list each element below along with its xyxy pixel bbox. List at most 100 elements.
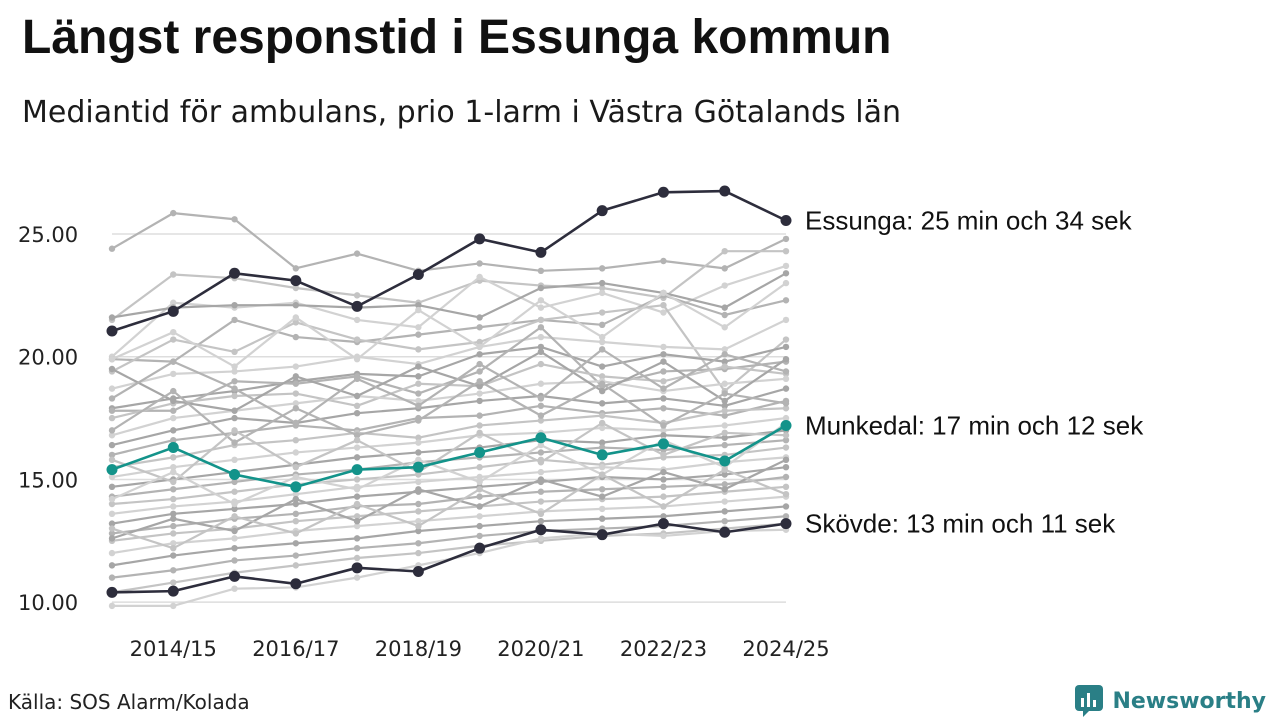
data-point [598, 265, 606, 272]
data-point [353, 316, 361, 324]
data-point [170, 209, 177, 217]
data-point [660, 289, 667, 297]
data-point [108, 451, 116, 459]
series-line [112, 326, 787, 412]
data-point [537, 517, 545, 525]
data-point [537, 510, 545, 518]
data-point [353, 392, 361, 400]
data-point [415, 449, 422, 456]
data-point [598, 444, 606, 451]
data-point [353, 454, 361, 461]
data-point [231, 527, 238, 535]
data-point [780, 518, 792, 530]
x-axis: 2014/15 2016/17 2018/19 2020/21 2022/23 2024/… [130, 637, 830, 661]
data-point [537, 535, 545, 542]
data-point [167, 305, 179, 317]
data-point [353, 402, 361, 410]
data-point [721, 346, 728, 353]
data-point [782, 456, 790, 464]
data-point [415, 417, 422, 424]
data-point [476, 493, 483, 500]
data-point [292, 314, 300, 321]
data-point [415, 522, 422, 530]
brand-name: Newsworthy [1112, 688, 1266, 714]
data-point [598, 505, 606, 513]
data-point [292, 363, 300, 370]
data-point [782, 490, 790, 498]
data-point [537, 498, 545, 505]
data-point [660, 395, 667, 402]
data-point [353, 476, 361, 483]
data-point [290, 481, 302, 493]
series-line [111, 282, 787, 368]
data-point [292, 301, 300, 309]
data-point [782, 483, 790, 491]
data-point [598, 419, 606, 427]
brand-logo: Newsworthy [1074, 684, 1266, 718]
series-line [111, 475, 787, 535]
data-point [415, 549, 422, 557]
data-point [660, 405, 667, 412]
data-point [782, 316, 790, 324]
data-point [476, 486, 483, 493]
data-point [229, 469, 241, 481]
data-point [660, 343, 667, 351]
series-line [111, 250, 786, 321]
data-point [290, 578, 302, 590]
data-point [170, 271, 177, 278]
background-series-line [108, 378, 790, 446]
data-point [476, 503, 483, 510]
data-point [106, 325, 118, 337]
data-point [415, 306, 422, 314]
x-tick-label: 2014/15 [130, 637, 217, 661]
data-point [598, 373, 606, 380]
data-point [108, 525, 116, 532]
data-point [721, 422, 728, 429]
data-point [231, 557, 238, 564]
background-series-line [108, 466, 790, 552]
data-point [108, 562, 116, 569]
data-point [598, 380, 606, 387]
data-point [721, 402, 728, 410]
data-point [476, 478, 483, 486]
data-point [170, 510, 177, 518]
data-point [780, 419, 792, 431]
data-point [170, 427, 177, 434]
series-line [111, 522, 787, 594]
data-point [721, 304, 728, 311]
data-point [231, 585, 238, 592]
data-point [170, 544, 177, 552]
data-point [782, 270, 790, 277]
data-point [474, 446, 486, 458]
data-point [292, 510, 300, 518]
series-essunga [106, 185, 792, 337]
data-point [660, 476, 667, 483]
data-point [108, 355, 116, 363]
data-point [476, 522, 483, 530]
data-point [231, 513, 238, 520]
data-point [231, 505, 238, 513]
data-point [537, 449, 545, 456]
data-point [596, 205, 608, 217]
data-point [721, 380, 728, 387]
data-point [598, 463, 606, 471]
data-point [598, 284, 606, 292]
data-point [476, 513, 483, 520]
data-point [170, 540, 177, 547]
background-series-line [108, 324, 790, 414]
data-point [476, 260, 483, 267]
data-point [598, 333, 606, 341]
data-point [231, 385, 238, 392]
data-point [231, 544, 238, 552]
data-point [660, 358, 667, 365]
data-point [170, 463, 177, 471]
data-point [721, 390, 728, 397]
data-point [537, 333, 545, 341]
data-point [537, 267, 545, 275]
data-point [292, 552, 300, 559]
series-line [111, 458, 787, 540]
series-line [111, 377, 787, 437]
data-point [476, 378, 483, 385]
series-line [112, 528, 787, 607]
data-point [353, 493, 361, 500]
